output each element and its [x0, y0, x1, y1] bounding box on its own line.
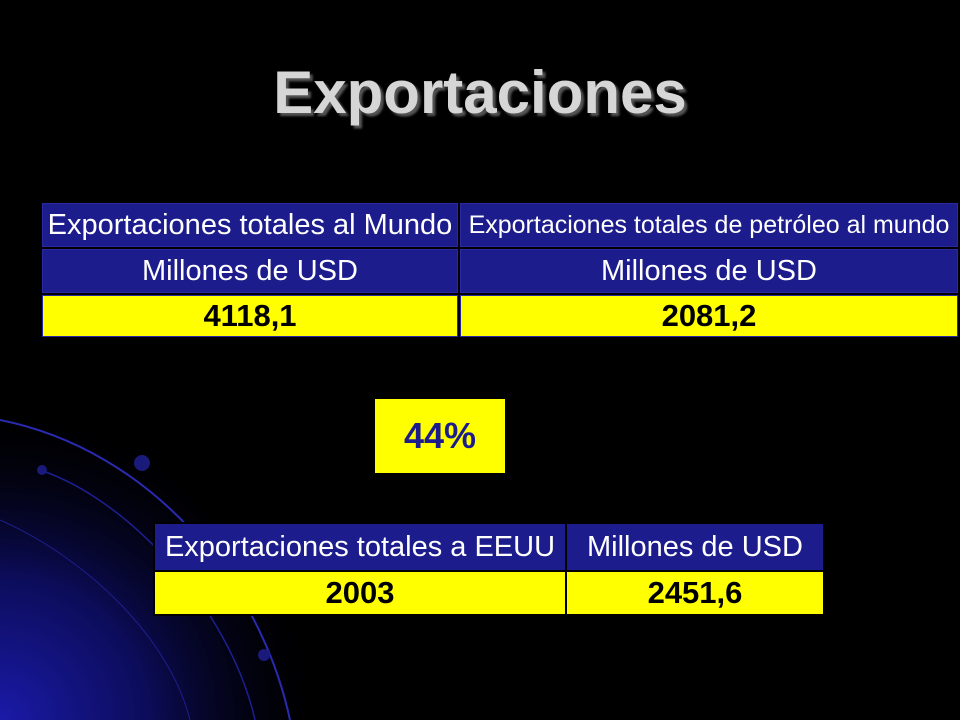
world-exports-table: Exportaciones totales al Mundo Exportaci… [40, 201, 960, 339]
oil-exports-header: Exportaciones totales de petróleo al mun… [458, 201, 960, 249]
usa-year-value: 2003 [153, 570, 567, 616]
usa-exports-header: Exportaciones totales a EEUU [153, 522, 567, 572]
world-exports-unit: Millones de USD [40, 247, 460, 295]
world-exports-header: Exportaciones totales al Mundo [40, 201, 460, 249]
oil-exports-value: 2081,2 [458, 293, 960, 339]
percentage-badge: 44% [374, 398, 506, 474]
world-exports-value: 4118,1 [40, 293, 460, 339]
slide-title: Exportaciones [273, 59, 687, 126]
table-row: 2003 2451,6 [153, 570, 825, 616]
table-row: Millones de USD Millones de USD [40, 247, 960, 295]
oil-exports-unit: Millones de USD [458, 247, 960, 295]
decor-dot [37, 465, 47, 475]
table-row: 4118,1 2081,2 [40, 293, 960, 339]
usa-exports-table: Exportaciones totales a EEUU Millones de… [153, 522, 825, 616]
decor-dot [258, 649, 270, 661]
usa-exports-unit: Millones de USD [565, 522, 825, 572]
usa-exports-value: 2451,6 [565, 570, 825, 616]
table-row: Exportaciones totales al Mundo Exportaci… [40, 201, 960, 249]
decor-dot [134, 455, 150, 471]
table-row: Exportaciones totales a EEUU Millones de… [153, 522, 825, 572]
